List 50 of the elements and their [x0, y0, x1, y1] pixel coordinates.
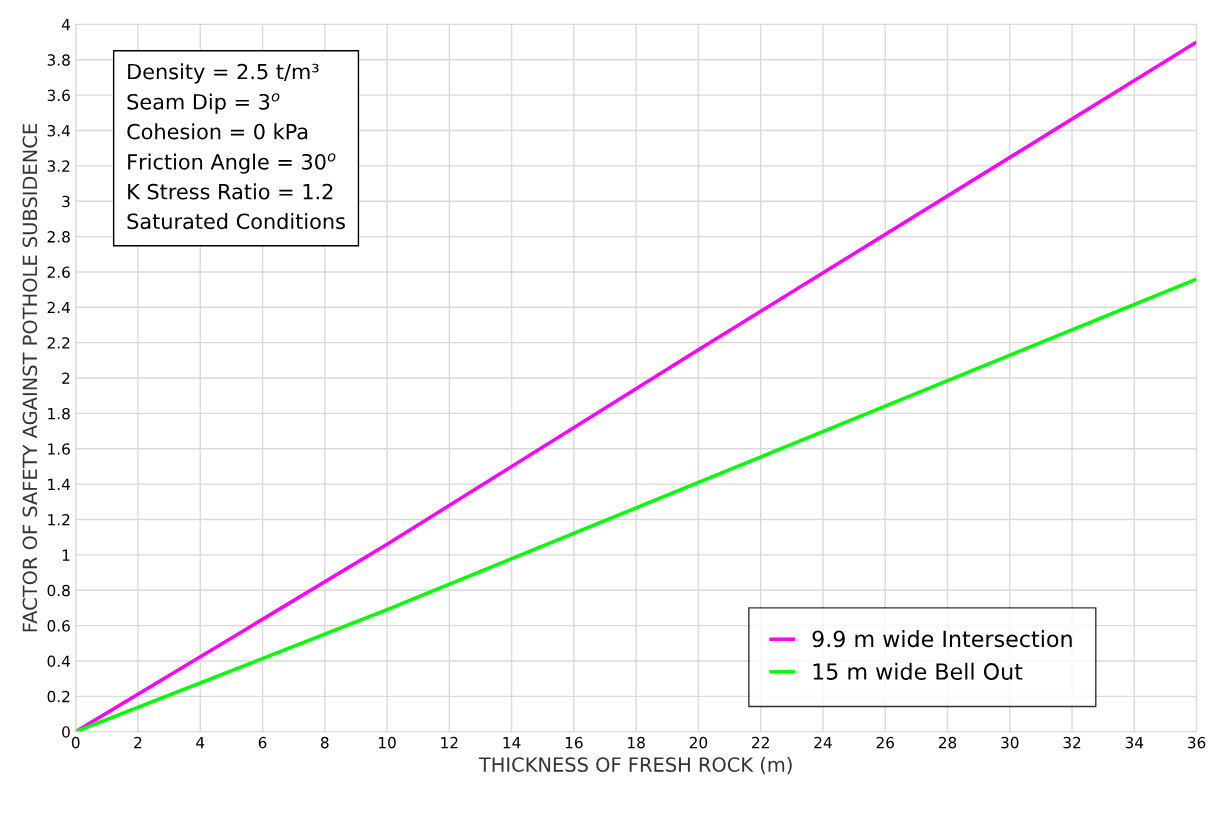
x-tick-label: 0	[71, 736, 80, 749]
x-tick-label: 20	[689, 736, 708, 749]
y-tick-label: 3.6	[47, 89, 70, 102]
x-axis-title: THICKNESS OF FRESH ROCK (m)	[478, 756, 792, 775]
legend-label: 9.9 m wide Intersection	[812, 630, 1072, 648]
y-tick-label: 3.4	[47, 124, 70, 137]
x-tick-label: 4	[196, 737, 205, 749]
y-tick-label: 3.8	[47, 54, 70, 66]
x-tick-label: 28	[938, 736, 957, 749]
y-tick-label: 3.2	[47, 160, 70, 172]
y-tick-label: 0.6	[47, 620, 70, 632]
y-tick-label: 2.8	[47, 231, 70, 243]
annotation: Density = 2.5 t/m³	[128, 63, 319, 84]
x-tick-label: 26	[876, 736, 894, 749]
x-tick-label: 6	[258, 736, 267, 749]
annotation: K Stress Ratio = 1.2	[128, 183, 333, 200]
x-tick-label: 30	[1001, 736, 1019, 749]
legend-label: 15 m wide Bell Out	[813, 662, 1023, 680]
y-axis-title: FACTOR OF SAFETY AGAINST POTHOLE SUBSIDENCE	[22, 124, 38, 632]
y-tick-label: 0.8	[47, 584, 70, 597]
y-tick-label: 0.4	[47, 655, 70, 667]
y-tick-label: 1.8	[48, 407, 70, 420]
annotation: Seam Dip = 3$^{o}$	[127, 93, 280, 114]
annotation: Friction Angle = 30$^{o}$	[128, 153, 336, 174]
y-tick-label: 1.4	[48, 478, 70, 490]
y-tick-label: 2.4	[47, 301, 70, 314]
x-tick-label: 12	[441, 736, 458, 749]
y-tick-label: 3	[62, 195, 70, 208]
x-tick-label: 10	[379, 736, 396, 749]
x-tick-label: 16	[565, 736, 583, 749]
x-tick-label: 32	[1063, 736, 1081, 749]
x-tick-label: 14	[503, 737, 521, 749]
x-tick-label: 36	[1188, 736, 1206, 749]
x-tick-label: 22	[752, 736, 769, 749]
x-tick-label: 8	[320, 736, 329, 749]
y-tick-label: 1	[62, 549, 70, 561]
y-tick-label: 4	[61, 19, 70, 31]
y-tick-label: 1.6	[48, 443, 70, 455]
y-tick-label: 2.6	[47, 266, 70, 278]
annotation: Saturated Conditions	[127, 213, 345, 230]
x-tick-label: 24	[814, 736, 832, 749]
y-tick-label: 2	[62, 372, 70, 384]
annotation: Cohesion = 0 kPa	[127, 123, 308, 140]
y-tick-label: 1.2	[48, 513, 70, 526]
y-tick-label: 2.2	[47, 337, 70, 349]
x-tick-label: 18	[628, 736, 645, 749]
x-tick-label: 34	[1125, 736, 1144, 749]
y-tick-label: 0.2	[47, 690, 70, 703]
y-tick-label: 0	[62, 726, 70, 738]
x-tick-label: 2	[134, 736, 142, 749]
